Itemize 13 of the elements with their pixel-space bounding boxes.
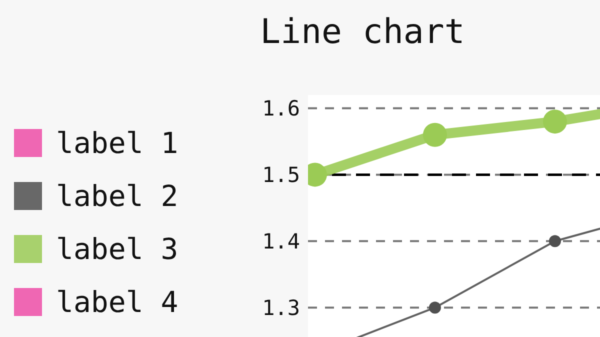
point (428, 302, 441, 314)
y-tick-label: 1.5 (262, 163, 300, 188)
point (548, 235, 561, 248)
legend-label: label 1 (56, 126, 178, 160)
legend-label: label 4 (56, 284, 178, 318)
y-tick-label: 1.6 (262, 96, 300, 121)
legend-label: label 3 (56, 232, 178, 266)
point (542, 110, 567, 134)
legend-label: label 2 (56, 178, 178, 212)
y-tick-label: 1.3 (262, 296, 300, 320)
point (422, 122, 447, 147)
chart-title: Line chart (259, 12, 466, 52)
y-tick-label: 1.4 (262, 230, 300, 254)
